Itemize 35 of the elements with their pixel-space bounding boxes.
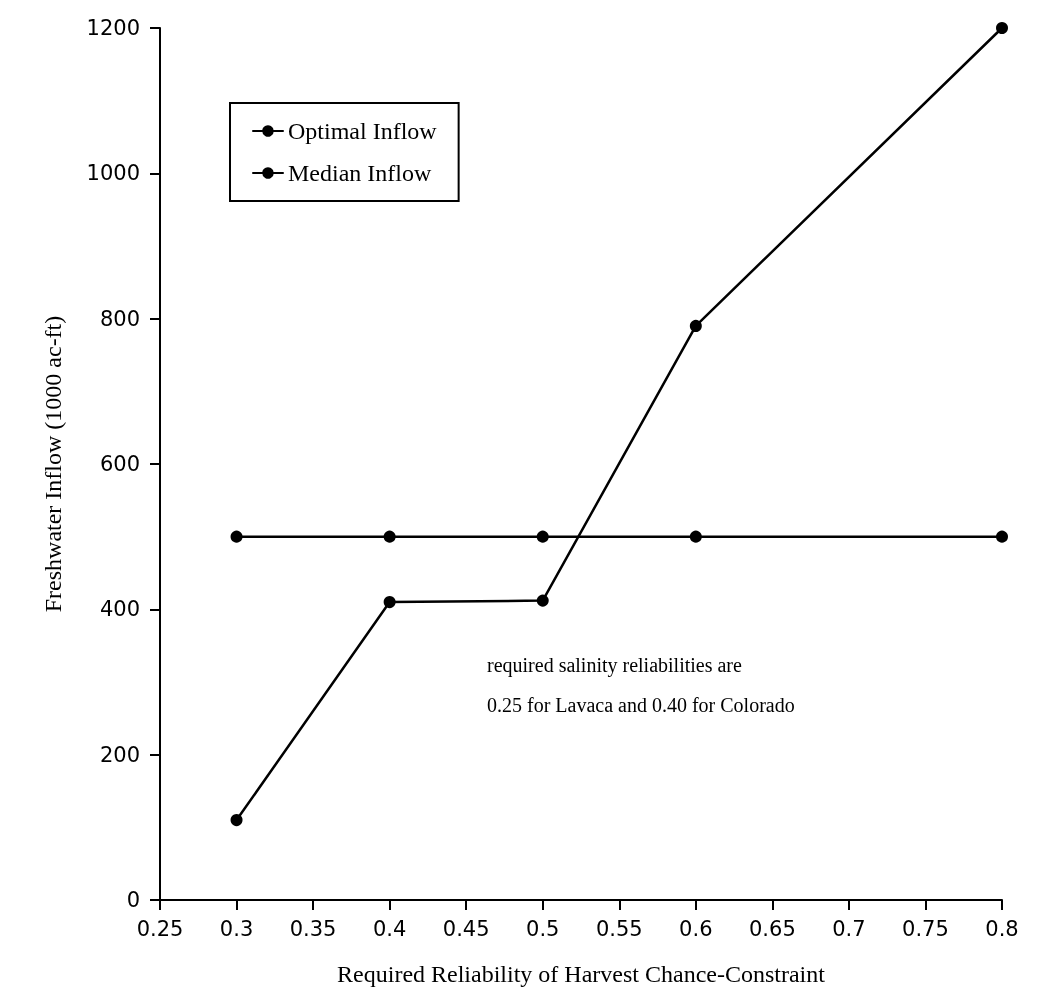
point <box>996 22 1008 34</box>
y-tick-label: 400 <box>99 597 140 622</box>
y-tick-label: 800 <box>99 306 140 331</box>
x-tick-label: 0.55 <box>595 916 643 941</box>
point <box>689 319 702 332</box>
x-tick-label: 0.65 <box>748 916 796 941</box>
y-tick-label: 1200 <box>86 16 140 40</box>
y-tick-label: 0 <box>126 888 140 912</box>
point <box>689 530 702 543</box>
annotation: required salinity reliabilities are <box>487 654 743 677</box>
point <box>230 530 243 543</box>
point <box>383 530 396 543</box>
point <box>536 530 549 543</box>
x-tick-label: 0.45 <box>442 916 490 941</box>
y-tick-label: 200 <box>99 742 140 767</box>
point <box>536 594 549 607</box>
x-tick-label: 0.4 <box>372 916 407 941</box>
point <box>383 596 396 609</box>
legend-label: Optimal Inflow <box>288 118 438 144</box>
x-tick-label: 0.8 <box>985 916 1019 941</box>
x-tick-label: 0.25 <box>136 916 184 941</box>
point <box>230 814 243 827</box>
x-tick-label: 0.3 <box>219 916 254 941</box>
y-tick-label: 1000 <box>86 161 140 186</box>
x-tick-label: 0.6 <box>679 916 713 941</box>
x-axis-title: Required Reliability of Harvest Chance-Constraint <box>337 961 826 987</box>
y-tick-label: 600 <box>99 452 140 476</box>
x-tick-label: 0.35 <box>289 916 337 941</box>
x-tick-label: 0.75 <box>902 916 949 941</box>
legend-label: Median Inflow <box>288 160 432 186</box>
x-tick-label: 0.7 <box>832 916 866 941</box>
x-tick-label: 0.5 <box>526 916 560 941</box>
y-axis-title: Freshwater Inflow (1000 ac-ft) <box>40 315 66 613</box>
point <box>996 530 1008 543</box>
annotation: 0.25 for Lavaca and 0.40 for Colorado <box>487 694 795 716</box>
